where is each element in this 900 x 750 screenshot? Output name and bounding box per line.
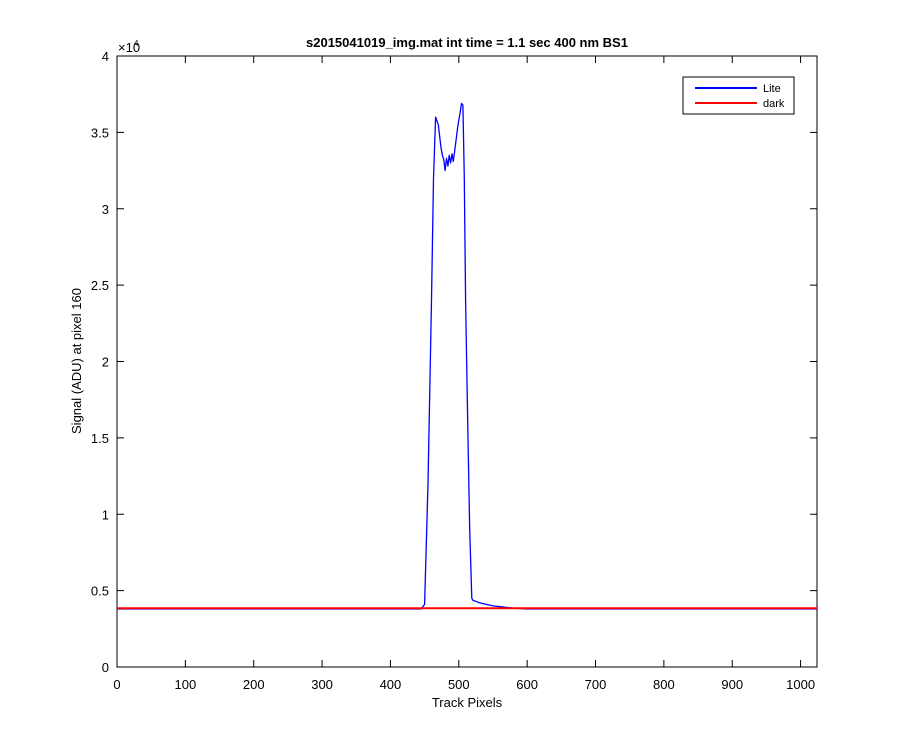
y-tick-label: 1 xyxy=(102,507,109,522)
y-tick-label: 2.5 xyxy=(91,278,109,293)
series-layer xyxy=(117,102,817,610)
x-axis-label: Track Pixels xyxy=(432,695,503,710)
y-exponent-label: ×10 4 xyxy=(118,39,140,55)
y-axis-ticks: 0 0.5 1 1.5 2 2.5 3 3.5 4 xyxy=(91,49,817,675)
y-tick-label: 3 xyxy=(102,202,109,217)
legend-label-lite: Lite xyxy=(763,83,781,95)
x-tick-label: 1000 xyxy=(786,677,815,692)
x-axis-ticks: 0 100 200 300 400 500 600 700 800 900 1000 xyxy=(113,56,815,692)
y-tick-label: 4 xyxy=(102,49,109,64)
y-tick-label: 1.5 xyxy=(91,431,109,446)
x-tick-label: 100 xyxy=(175,677,197,692)
legend-box xyxy=(682,76,795,115)
x-tick-label: 700 xyxy=(585,677,607,692)
x-tick-label: 800 xyxy=(653,677,675,692)
x-tick-label: 0 xyxy=(113,677,120,692)
chart-title: s2015041019_img.mat int time = 1.1 sec 4… xyxy=(306,35,628,50)
y-exponent-base: ×10 xyxy=(118,40,140,55)
y-axis-label: Signal (ADU) at pixel 160 xyxy=(69,288,84,434)
series-line-lite xyxy=(117,102,817,610)
legend: Lite dark xyxy=(682,76,795,115)
x-tick-label: 300 xyxy=(311,677,333,692)
y-exponent-power: 4 xyxy=(134,39,139,48)
x-tick-label: 400 xyxy=(380,677,402,692)
x-tick-label: 500 xyxy=(448,677,470,692)
x-tick-label: 600 xyxy=(516,677,538,692)
y-tick-label: 3.5 xyxy=(91,125,109,140)
legend-label-dark: dark xyxy=(763,98,785,110)
y-tick-label: 0.5 xyxy=(91,584,109,599)
x-tick-label: 200 xyxy=(243,677,265,692)
y-tick-label: 0 xyxy=(102,660,109,675)
y-tick-label: 2 xyxy=(102,355,109,370)
x-tick-label: 900 xyxy=(721,677,743,692)
